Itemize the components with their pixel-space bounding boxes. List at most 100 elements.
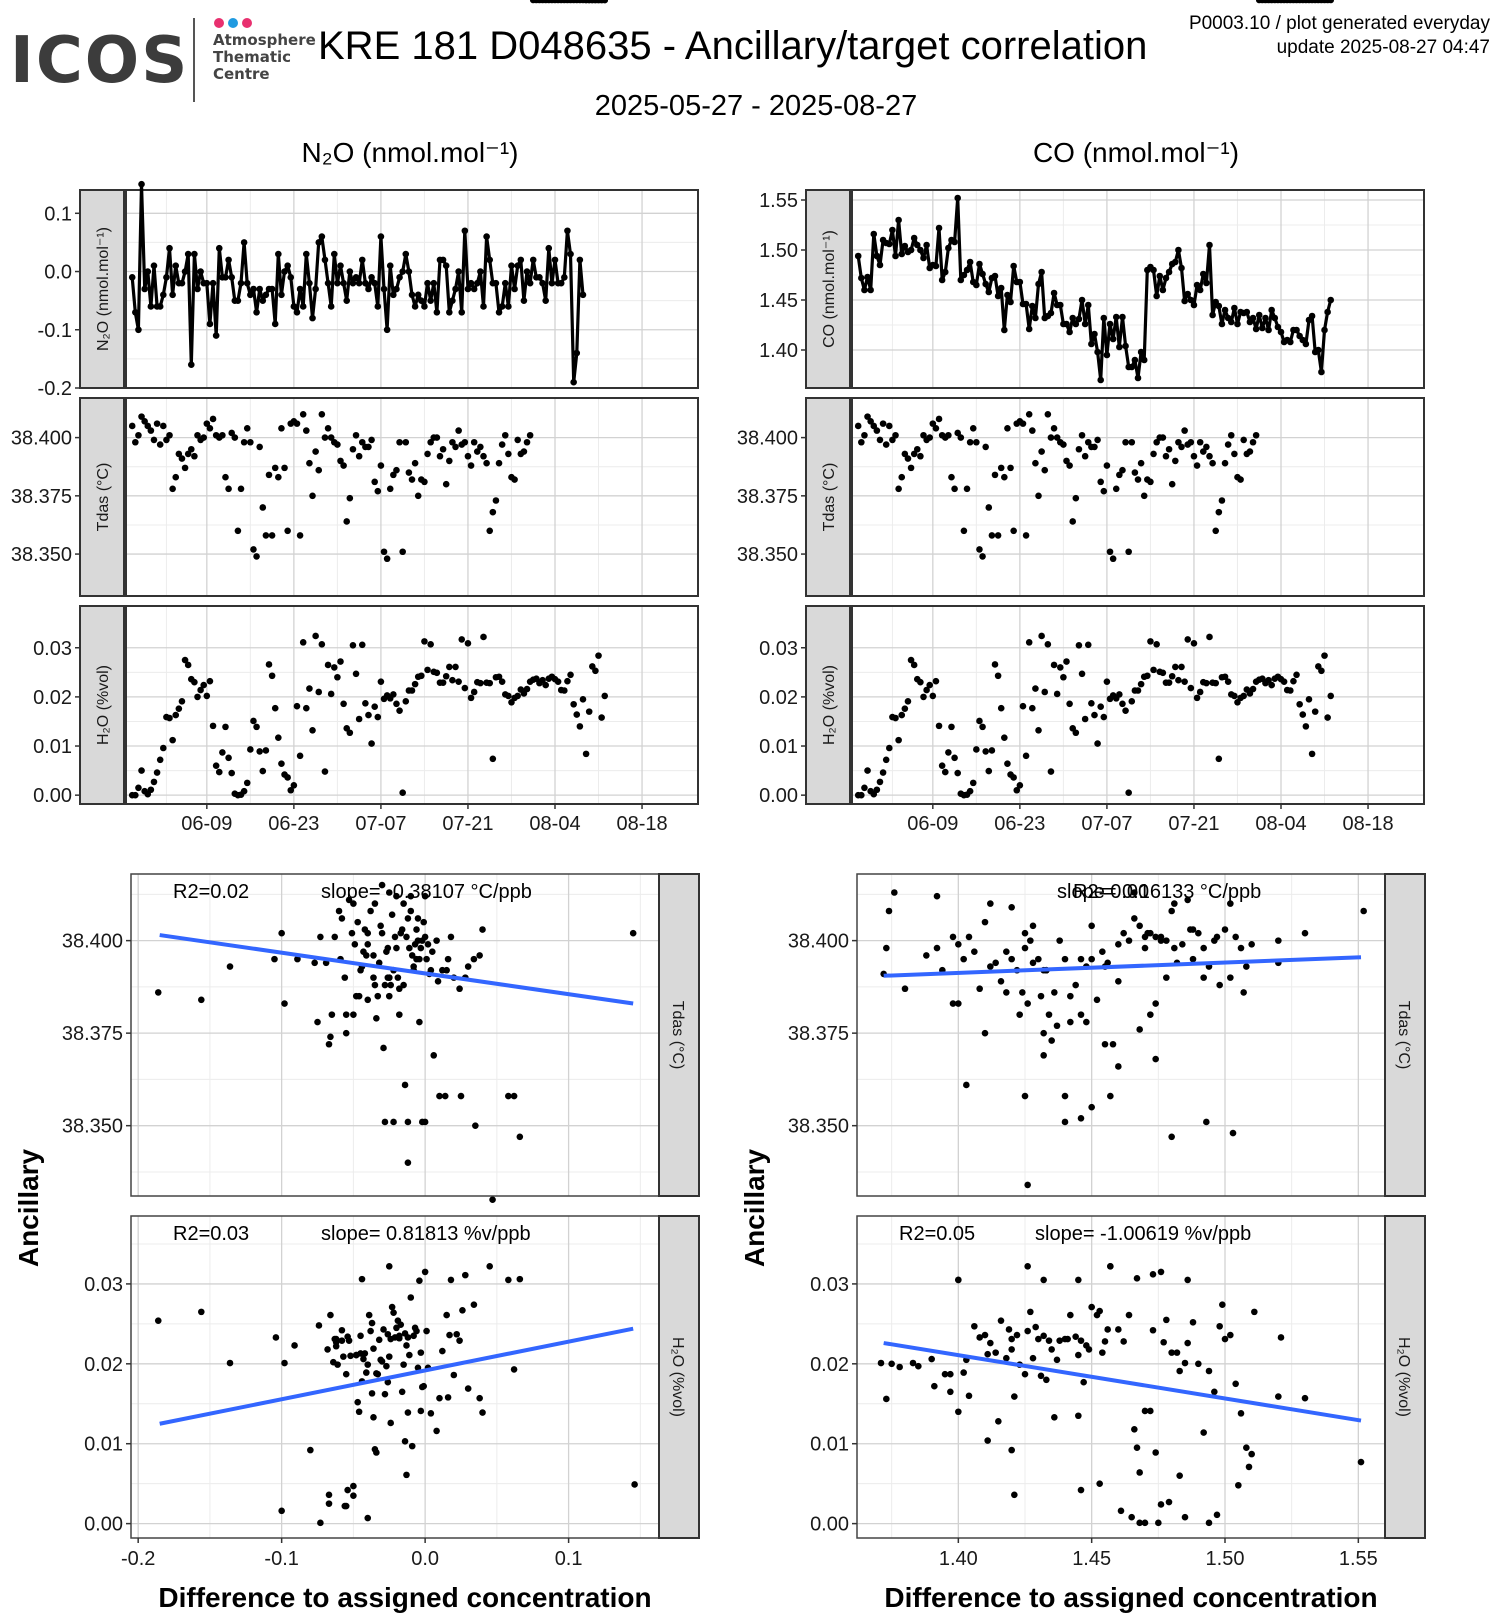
data-point: [901, 450, 909, 458]
data-point: [346, 494, 354, 502]
data-point: [582, 750, 590, 758]
plot-area: [852, 606, 1424, 804]
data-point: [1077, 1337, 1085, 1344]
y-tick-label: 38.350: [737, 544, 798, 566]
strip-n2o-corr-tdas: [658, 873, 700, 1197]
data-point: [883, 944, 890, 952]
data-point: [1200, 974, 1207, 981]
data-point: [947, 1388, 954, 1396]
data-point: [327, 1033, 334, 1041]
data-point: [1240, 989, 1247, 996]
data-point: [1215, 302, 1223, 310]
data-point: [1088, 1103, 1095, 1111]
data-point: [291, 1342, 298, 1349]
data-point: [542, 681, 549, 689]
y-tick-label: 38.375: [62, 1023, 123, 1045]
data-point: [312, 285, 319, 293]
data-point: [378, 1358, 386, 1365]
data-point: [1119, 700, 1126, 708]
data-point: [1133, 1275, 1141, 1282]
strip-n2o-h2o: [79, 605, 125, 805]
data-point: [1084, 438, 1092, 446]
data-point: [234, 297, 242, 304]
data-point: [315, 239, 323, 246]
data-point: [370, 974, 377, 981]
y-tick-label: 0.02: [84, 1354, 123, 1376]
data-point: [1175, 438, 1182, 446]
data-point: [434, 978, 442, 985]
data-point: [1265, 326, 1272, 334]
data-point: [172, 473, 180, 481]
data-point: [1178, 264, 1185, 272]
data-point: [1184, 290, 1192, 298]
data-point: [904, 698, 912, 705]
data-point: [228, 274, 235, 281]
data-point: [1165, 679, 1173, 686]
data-point: [421, 638, 428, 645]
data-point: [406, 1351, 413, 1359]
data-point: [1227, 318, 1235, 326]
data-point: [1056, 664, 1064, 671]
data-point: [1168, 480, 1176, 488]
data-point: [1088, 1303, 1095, 1311]
data-point: [314, 1018, 321, 1026]
data-point: [1125, 937, 1133, 944]
data-point: [1176, 1472, 1183, 1479]
data-point: [1172, 457, 1179, 465]
data-point: [898, 250, 906, 258]
data-point: [462, 1271, 469, 1279]
data-point: [444, 1394, 452, 1401]
data-point: [303, 250, 310, 258]
data-point: [957, 276, 965, 284]
column-title-co: CO (nmol.mol⁻¹): [1033, 137, 1239, 168]
data-point: [358, 641, 366, 649]
data-point: [1195, 929, 1202, 937]
data-point: [1175, 676, 1182, 684]
data-point: [387, 981, 394, 989]
data-point: [991, 661, 999, 668]
data-point: [929, 420, 937, 427]
data-point: [461, 227, 469, 235]
data-point: [380, 1044, 387, 1052]
data-point: [452, 285, 459, 293]
data-point: [1037, 1372, 1045, 1380]
data-point: [317, 933, 324, 941]
data-point: [1024, 1181, 1031, 1189]
data-point: [367, 1327, 374, 1335]
data-point: [984, 1437, 991, 1444]
data-point: [293, 702, 301, 710]
data-point: [579, 696, 587, 703]
data-point: [1021, 1370, 1029, 1378]
data-point: [1275, 937, 1282, 944]
data-point: [508, 262, 515, 270]
data-point: [954, 429, 961, 437]
data-point: [1131, 1426, 1138, 1433]
data-point: [991, 272, 999, 280]
data-point: [1321, 326, 1328, 334]
regression-line: [159, 933, 634, 1006]
data-point: [1048, 1346, 1055, 1353]
data-point: [1021, 944, 1029, 952]
data-point: [1189, 926, 1197, 933]
strip-co-timeseries: [805, 189, 851, 389]
data-point: [1050, 424, 1058, 432]
data-point: [334, 441, 341, 448]
data-point: [377, 678, 385, 685]
data-point: [941, 768, 949, 776]
data-point: [293, 308, 301, 316]
data-point: [573, 349, 581, 357]
data-point: [181, 268, 189, 275]
data-point: [1094, 348, 1101, 356]
data-point: [882, 441, 890, 448]
data-point: [212, 332, 220, 339]
data-point: [1035, 955, 1042, 963]
data-point: [1157, 933, 1165, 941]
data-point: [1003, 948, 1010, 956]
data-point: [971, 1322, 978, 1330]
data-point: [1022, 532, 1030, 539]
data-point: [467, 279, 475, 287]
data-point: [457, 1092, 465, 1100]
data-point: [1181, 297, 1188, 305]
data-point: [234, 527, 242, 535]
data-point: [240, 438, 248, 446]
